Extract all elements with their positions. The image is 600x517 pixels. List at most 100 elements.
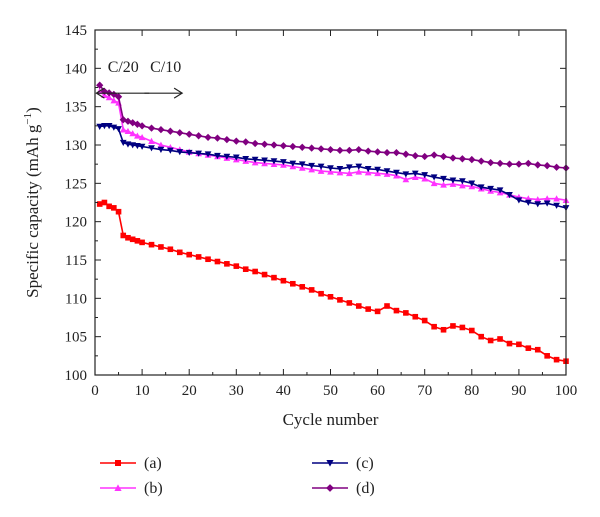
data-point [125,234,131,241]
legend-label: (c) [356,455,374,472]
data-point [270,158,278,165]
data-point [373,148,382,156]
data-point [298,164,306,171]
data-point [468,155,476,164]
data-point [148,241,155,248]
x-axis-label: Cycle number [283,410,379,429]
data-point [223,153,231,160]
data-point [515,197,523,204]
legend-label: (b) [144,480,163,497]
y-tick-label: 145 [65,23,88,39]
x-tick-label: 60 [370,383,385,399]
legend-marker [326,460,334,467]
data-point [185,130,193,138]
series-line [99,84,567,169]
data-point [214,258,221,265]
data-point [374,166,381,173]
data-point [261,271,268,278]
data-point [96,201,103,207]
data-point [440,326,447,333]
data-point [383,168,391,175]
data-point [232,137,240,145]
data-point [260,140,269,148]
data-point [487,158,495,167]
data-point [345,146,353,155]
data-point [336,165,344,173]
data-point [487,337,494,344]
data-point [271,274,277,281]
data-point [317,145,325,153]
legend-entry-3: (d) [312,480,375,497]
data-point [505,160,514,168]
data-point [355,303,362,309]
data-point [450,323,456,329]
data-point [516,341,522,348]
data-point [308,162,316,170]
y-axis-label-superscript: −1 [22,113,34,125]
data-point [115,208,122,215]
data-point [524,199,532,206]
data-point [440,175,447,183]
data-point [299,284,306,290]
arrow-head [95,87,105,99]
data-point [317,167,325,174]
data-point [421,152,429,161]
x-tick-label: 100 [555,383,578,399]
data-point [194,132,203,140]
data-point [308,144,316,152]
legend-entry-0: (a) [100,455,162,472]
data-point [374,170,381,177]
annotations: C/20 C/10 [95,59,184,99]
x-tick-label: 40 [276,383,291,399]
data-point [393,307,400,314]
data-point [279,142,288,150]
data-point [383,149,391,157]
data-point [392,149,401,157]
data-point [402,176,410,183]
series-2 [96,123,570,212]
data-point [129,130,137,137]
data-point [280,159,287,166]
data-point [289,142,297,151]
data-point [355,145,363,154]
data-point [515,160,523,168]
data-point [195,150,202,157]
annotation-label: C/10 [150,59,181,76]
data-point [449,180,457,187]
data-point [355,168,363,175]
data-point [421,317,428,324]
data-point [336,169,344,176]
data-point [204,133,212,141]
data-point [384,303,390,309]
data-point [148,137,155,144]
data-point [214,152,221,160]
data-point [124,117,132,125]
data-point [308,166,316,173]
data-point [105,94,113,101]
data-point [204,151,212,158]
data-point [223,135,231,144]
data-point [487,185,494,193]
data-point [468,180,476,187]
data-point [346,300,353,306]
y-tick-label: 110 [65,291,87,307]
data-point [327,165,334,172]
data-point [336,146,344,155]
data-point [402,150,410,158]
data-point [110,97,118,104]
data-point [195,254,202,260]
data-point [393,169,400,176]
data-point [449,154,457,162]
data-point [233,263,240,269]
data-point [431,323,437,330]
data-point [411,170,419,177]
data-point [124,127,132,134]
data-point [412,313,419,320]
data-point [477,184,485,191]
legend: (a) (b) (c) (d) [100,455,375,497]
data-point [402,171,410,178]
data-point [449,177,457,184]
data-point [270,141,278,149]
data-point [106,203,112,210]
